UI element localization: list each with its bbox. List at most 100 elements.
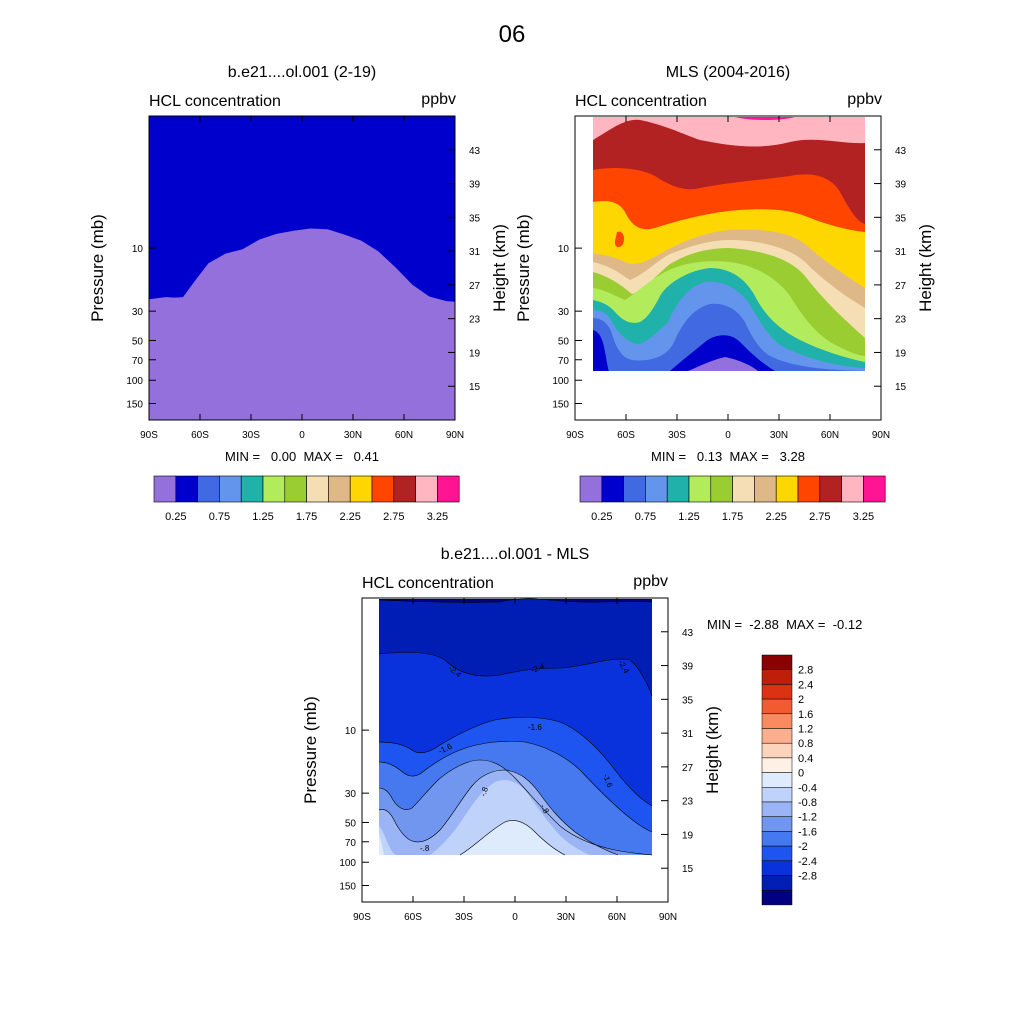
pressure-tick-label-diff: 70: [345, 838, 357, 849]
colorbar-swatch-diff: [761, 742, 793, 759]
colorbar-label-diff: 0.4: [798, 753, 813, 765]
colorbar-label-model: 3.25: [427, 511, 448, 523]
x-tick-label-diff: 90S: [353, 912, 371, 923]
colorbar-label-mls: 1.75: [722, 511, 743, 523]
colorbar-label-mls: 3.25: [853, 511, 874, 523]
panel-diff-colorbar: 2.8 2.4 2 1.6 1.2 0.8 0.4 0 -0.4 -0.8 -1.2 -1.6 -2 -2…: [761, 654, 817, 906]
panel-model-left-label: HCL concentration: [149, 93, 281, 110]
panel-diff-ylabel-right: Height (km): [703, 706, 722, 794]
colorbar-swatch-model: [219, 475, 242, 503]
colorbar-swatch-mls: [645, 475, 668, 503]
panel-model-colorbar: 0.25 0.75 1.25 1.75 2.25 2.75 3.25: [153, 475, 460, 523]
height-tick-label-model: 35: [469, 213, 481, 224]
colorbar-label-diff: -2.4: [798, 856, 817, 868]
colorbar-swatch-mls: [863, 475, 886, 503]
pressure-tick-label-mls: 10: [558, 244, 570, 255]
mls-band-fill-16: [735, 117, 795, 120]
panel-diff-contour-lines: [378, 598, 653, 856]
height-tick-label-model: 31: [469, 247, 481, 258]
height-tick-label-model: 27: [469, 281, 481, 292]
panel-mls-left-label: HCL concentration: [575, 93, 707, 110]
pressure-tick-label-model: 10: [132, 244, 144, 255]
colorbar-label-diff: -0.8: [798, 797, 817, 809]
x-tick-label-model: 90S: [140, 430, 158, 441]
colorbar-swatch-model: [240, 475, 264, 503]
panel-diff-contours: [379, 598, 652, 855]
colorbar-label-diff: 0: [798, 768, 804, 780]
diff-contour-label-5: -1.6: [528, 723, 542, 732]
x-tick-label-mls: 30S: [668, 430, 686, 441]
colorbar-swatch-diff: [761, 860, 793, 876]
colorbar-label-diff: -1.6: [798, 826, 817, 838]
height-tick-label-mls: 31: [895, 247, 907, 258]
height-tick-label-mls: 19: [895, 348, 907, 359]
colorbar-swatch-mls: [579, 475, 603, 503]
height-tick-label-diff: 27: [682, 763, 694, 774]
height-tick-label-model: 15: [469, 382, 481, 393]
pressure-tick-label-diff: 50: [345, 818, 357, 829]
colorbar-label-diff: -0.4: [798, 782, 817, 794]
colorbar-swatch-mls: [819, 475, 842, 503]
mls-band-fill-15: [614, 231, 625, 248]
pressure-tick-label-mls: 100: [552, 376, 569, 387]
x-tick-label-mls: 30N: [770, 430, 788, 441]
colorbar-swatch-model: [328, 475, 351, 503]
colorbar-swatch-model: [284, 475, 307, 503]
colorbar-label-model: 1.25: [252, 511, 273, 523]
panel-model-ylabel-right: Height (km): [490, 224, 509, 312]
height-tick-label-mls: 43: [895, 146, 907, 157]
pressure-tick-label-mls: 30: [558, 307, 570, 318]
diff-band-fill-10: [460, 820, 565, 855]
height-tick-label-mls: 35: [895, 213, 907, 224]
height-tick-label-diff: 15: [682, 864, 694, 875]
colorbar-label-diff: 2: [798, 694, 804, 706]
pressure-tick-label-model: 150: [126, 399, 143, 410]
colorbar-label-mls: 0.25: [591, 511, 612, 523]
colorbar-swatch-mls: [732, 475, 755, 503]
colorbar-swatch-mls: [666, 475, 690, 503]
colorbar-swatch-diff: [761, 875, 793, 891]
colorbar-swatch-diff: [761, 845, 793, 862]
mls-band-fill-14: [688, 357, 758, 371]
colorbar-swatch-diff: [761, 787, 793, 803]
colorbar-label-diff: 1.6: [798, 709, 813, 721]
panel-diff-right-label: ppbv: [633, 573, 668, 590]
x-tick-label-mls: 90N: [872, 430, 890, 441]
panel-model-axes: 90S 60S 30S 0 30N 60N 90N 10 30 50 70 100 150 43 39 35 3…: [126, 115, 481, 441]
height-tick-label-diff: 31: [682, 729, 694, 740]
figure-title: 06: [499, 21, 526, 48]
pressure-tick-label-diff: 150: [339, 881, 356, 892]
pressure-tick-label-model: 100: [126, 376, 143, 387]
panel-diff-left-label: HCL concentration: [362, 575, 494, 592]
colorbar-swatch-mls: [775, 475, 799, 503]
colorbar-label-mls: 2.75: [809, 511, 830, 523]
colorbar-swatch-diff: [761, 801, 793, 817]
x-tick-label-diff: 30S: [455, 912, 473, 923]
colorbar-swatch-diff: [761, 654, 793, 670]
mls-band-fill-12: [593, 330, 609, 371]
panel-mls-ylabel-right: Height (km): [916, 224, 935, 312]
colorbar-swatch-diff: [761, 728, 793, 744]
colorbar-label-diff: 0.8: [798, 738, 813, 750]
panel-model-title: b.e21....ol.001 (2-19): [228, 64, 377, 81]
pressure-tick-label-mls: 50: [558, 336, 570, 347]
panel-mls-colorbar: 0.25 0.75 1.25 1.75 2.25 2.75 3.25: [579, 475, 886, 523]
x-tick-label-diff: 60N: [608, 912, 626, 923]
height-tick-label-diff: 19: [682, 830, 694, 841]
height-tick-label-mls: 15: [895, 382, 907, 393]
panel-model-stats: MIN = 0.00 MAX = 0.41: [225, 449, 379, 464]
diff-band-fill-9: [430, 780, 590, 855]
x-tick-label-mls: 60S: [617, 430, 635, 441]
panel-diff-ylabel: Pressure (mb): [301, 696, 320, 804]
panel-mls-title: MLS (2004-2016): [666, 64, 791, 81]
height-tick-label-model: 39: [469, 180, 481, 191]
colorbar-swatch-diff: [761, 713, 793, 729]
height-tick-label-mls: 39: [895, 180, 907, 191]
colorbar-label-diff: -2: [798, 841, 808, 853]
pressure-tick-label-diff: 100: [339, 858, 356, 869]
panel-mls-stats: MIN = 0.13 MAX = 3.28: [651, 449, 805, 464]
colorbar-label-diff: 2.8: [798, 665, 813, 677]
height-tick-label-model: 23: [469, 315, 481, 326]
diff-contour-label-9: -.8: [420, 844, 430, 853]
